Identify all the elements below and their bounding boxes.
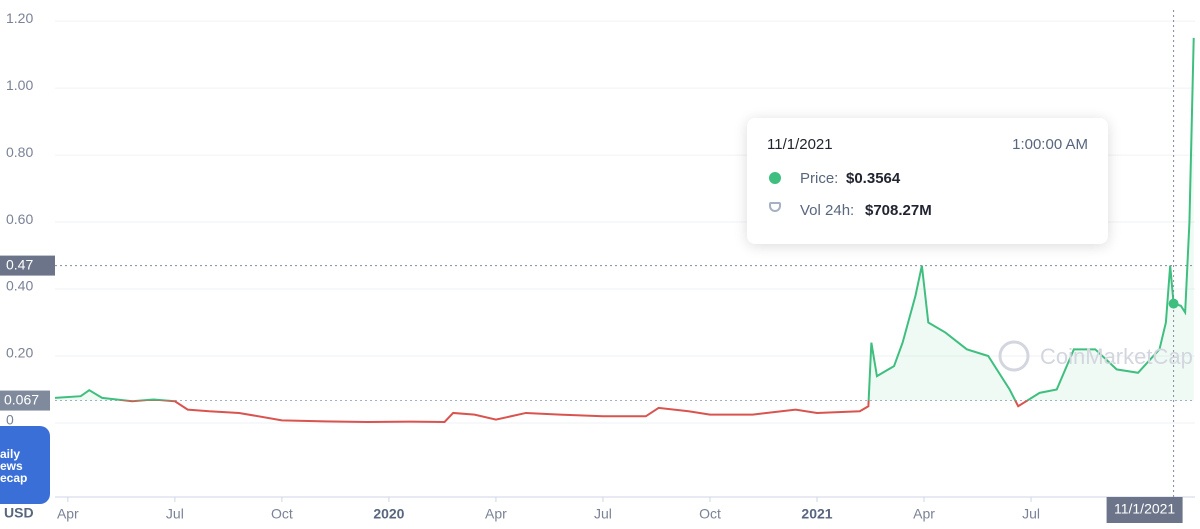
watermark: CoinMarketCap bbox=[1040, 344, 1193, 369]
baseline-label-bg bbox=[0, 390, 50, 411]
currency: USD bbox=[4, 505, 34, 521]
y-tick-label: 0.80 bbox=[6, 144, 33, 160]
tooltip-time: 1:00:00 AM bbox=[1012, 136, 1088, 153]
hover-point bbox=[1168, 298, 1179, 309]
logo-text: aily bbox=[0, 447, 20, 461]
y-tick-label: 0.20 bbox=[6, 345, 33, 361]
x-tick-label: Jul bbox=[594, 506, 612, 522]
x-tick-label: 2020 bbox=[373, 506, 404, 522]
tooltip: 11/1/2021 1:00:00 AM Price: $0.3564 Vol … bbox=[747, 118, 1108, 244]
price-line-up bbox=[54, 37, 1195, 401]
crosshair-y-label: 0.47 bbox=[6, 256, 33, 272]
y-tick-label: 0.60 bbox=[6, 211, 33, 227]
logo-text: ews bbox=[0, 459, 23, 473]
tooltip-date: 11/1/2021 bbox=[767, 136, 833, 153]
x-tick-label: 2021 bbox=[801, 506, 832, 522]
price-line-down bbox=[117, 400, 1030, 423]
price-icon bbox=[769, 172, 781, 184]
crosshair-y-bg bbox=[0, 255, 55, 276]
volume-label: Vol 24h: bbox=[800, 202, 855, 219]
y-tick-label: 0.40 bbox=[6, 278, 33, 294]
y-tick-label: 1.20 bbox=[6, 10, 33, 26]
crosshair-x-label: 11/1/2021 bbox=[1114, 501, 1175, 517]
price-label: Price: bbox=[800, 170, 839, 187]
watermark-icon bbox=[998, 340, 1030, 372]
logo-text: ecap bbox=[0, 471, 27, 485]
x-tick-label: Oct bbox=[699, 506, 721, 522]
x-tick-label: Apr bbox=[485, 506, 507, 522]
x-tick-label: Oct bbox=[271, 506, 293, 522]
x-tick-label: Jul bbox=[1022, 506, 1040, 522]
price-value: $0.3564 bbox=[846, 170, 901, 187]
price-area bbox=[55, 37, 1194, 401]
x-tick-label: Jul bbox=[166, 506, 184, 522]
logo-bg bbox=[0, 426, 50, 504]
x-tick-label: Apr bbox=[57, 506, 79, 522]
baseline-label: 0.067 bbox=[4, 391, 39, 407]
y-tick-label: 0 bbox=[6, 412, 14, 428]
x-tick-label: Apr bbox=[913, 506, 935, 522]
logo: aily ews ecap bbox=[0, 426, 50, 504]
y-tick-label: 1.00 bbox=[6, 77, 33, 93]
volume-icon bbox=[769, 202, 781, 212]
crosshair-x-bg bbox=[1106, 497, 1183, 523]
volume-value: $708.27M bbox=[865, 202, 932, 219]
